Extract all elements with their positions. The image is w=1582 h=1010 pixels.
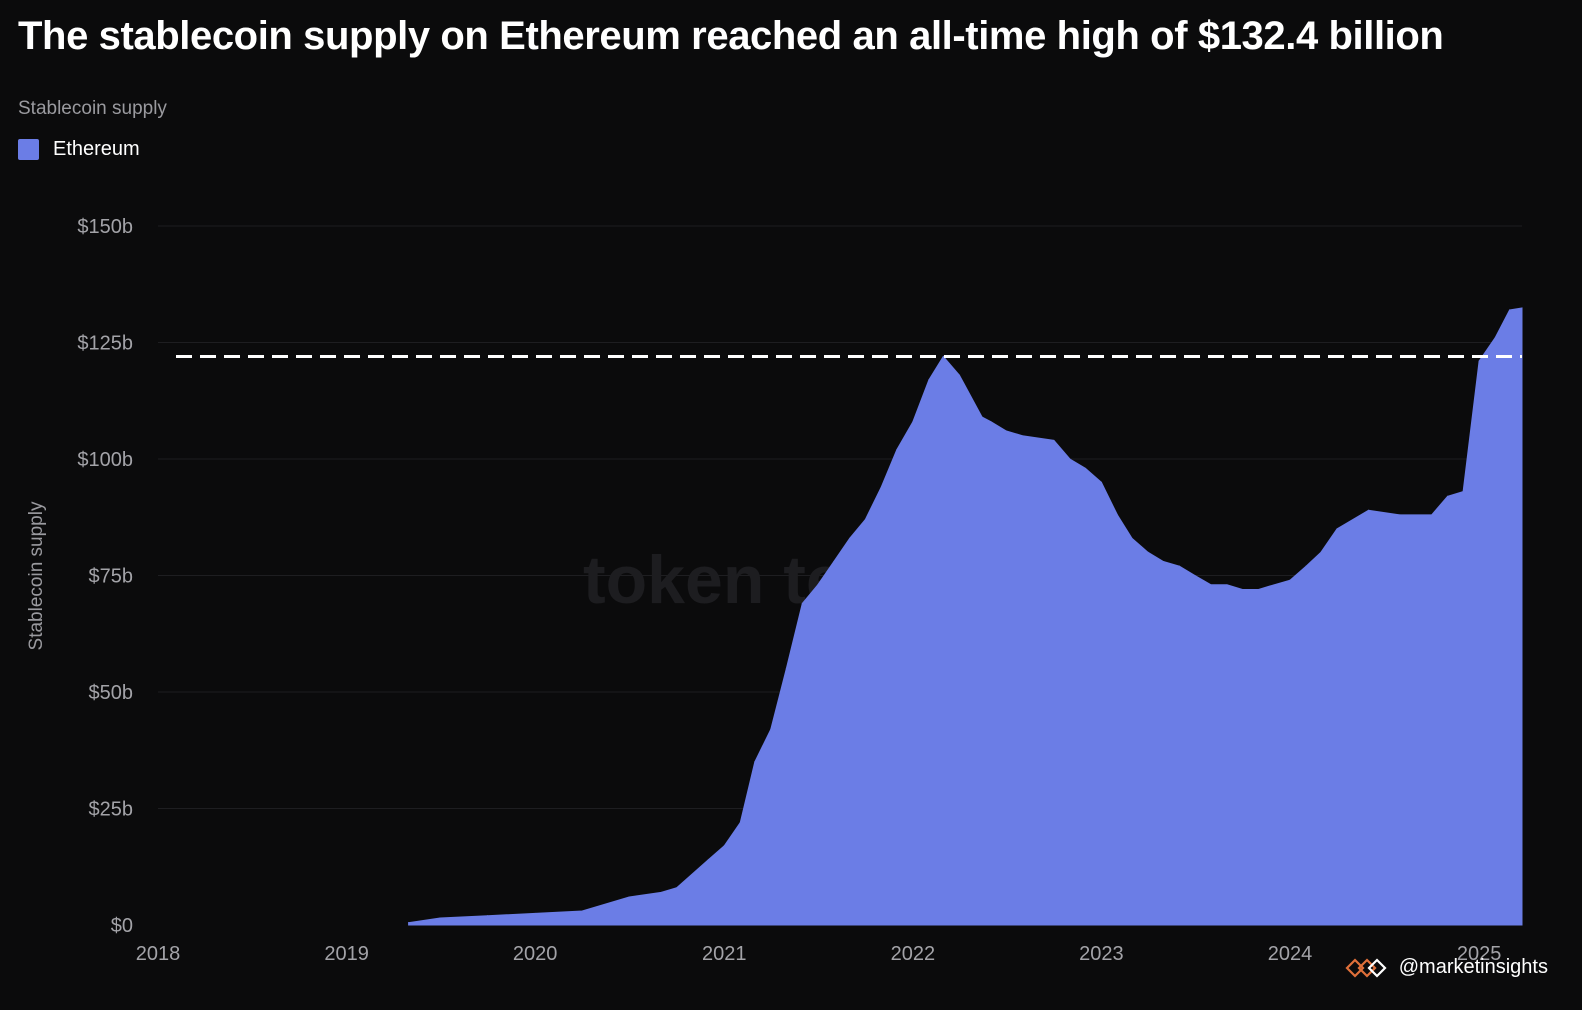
y-tick-label: $125b (77, 333, 133, 355)
data-point (1131, 537, 1133, 539)
data-point (707, 859, 709, 861)
data-point (1210, 584, 1212, 586)
data-point (1116, 514, 1118, 516)
data-point (1258, 588, 1259, 590)
author-handle: @marketinsights (1343, 954, 1548, 980)
data-point (849, 537, 851, 539)
data-point (1194, 575, 1196, 576)
data-point (660, 891, 662, 893)
handle-text: @marketinsights (1398, 955, 1548, 978)
data-point (754, 761, 756, 763)
data-point (1226, 584, 1228, 586)
data-point (1241, 588, 1243, 590)
data-point (958, 374, 960, 376)
data-point (1521, 307, 1523, 309)
data-point (981, 416, 983, 418)
y-tick-label: $100b (77, 449, 133, 471)
data-point (1431, 514, 1433, 516)
data-point (1509, 309, 1511, 311)
data-point (942, 355, 944, 357)
data-point (817, 584, 819, 586)
y-tick-label: $150b (77, 216, 133, 238)
data-point (1336, 528, 1338, 530)
series-area (408, 307, 1523, 926)
x-tick-label: 2025 (1457, 943, 1502, 965)
x-tick-labels: 2018 2019 2020 2021 2022 2023 2024 2025 (136, 943, 1502, 965)
data-point (1399, 514, 1401, 516)
data-point (1273, 584, 1275, 586)
data-point (1147, 551, 1149, 553)
legend-label-ethereum: Ethereum (53, 138, 140, 160)
data-point (864, 519, 866, 521)
y-tick-label: $50b (89, 682, 134, 704)
data-point (581, 910, 583, 912)
data-point (912, 421, 914, 423)
data-point (1162, 561, 1164, 563)
x-tick-label: 2021 (702, 943, 747, 965)
diamond-logo-icon (1345, 958, 1387, 978)
legend: Ethereum (18, 138, 140, 161)
data-point (739, 821, 741, 823)
data-point (1447, 495, 1449, 497)
x-tick-label: 2018 (136, 943, 181, 965)
data-point (833, 561, 835, 563)
data-point (1305, 565, 1307, 567)
data-point (1021, 435, 1023, 437)
legend-swatch-ethereum (18, 139, 39, 160)
data-point (1084, 467, 1086, 469)
data-point (628, 896, 630, 898)
data-point (928, 379, 930, 381)
data-point (1005, 430, 1007, 432)
y-tick-label: $25b (89, 799, 134, 821)
data-point (1289, 579, 1291, 581)
y-tick-label: $75b (89, 566, 134, 588)
data-point (1178, 565, 1180, 567)
data-point (723, 845, 725, 847)
data-point (1368, 509, 1370, 511)
x-tick-label: 2019 (324, 943, 369, 965)
data-point (1053, 439, 1055, 441)
chart-subtitle: Stablecoin supply (18, 98, 167, 119)
data-point (408, 922, 410, 924)
data-point (770, 728, 772, 730)
data-point (1478, 360, 1480, 362)
data-point (1100, 481, 1102, 483)
x-tick-label: 2022 (891, 943, 936, 965)
data-point (534, 912, 536, 914)
data-point (439, 917, 441, 919)
x-tick-label: 2020 (513, 943, 558, 965)
data-point (990, 421, 992, 423)
data-point (880, 486, 882, 488)
data-point (1462, 491, 1464, 493)
y-tick-label: $0 (111, 915, 133, 937)
series-area-ethereum (408, 307, 1523, 926)
data-point (801, 602, 803, 604)
chart-title: The stablecoin supply on Ethereum reache… (18, 14, 1444, 58)
data-point (896, 449, 898, 451)
x-tick-label: 2024 (1268, 943, 1313, 965)
data-point (1320, 551, 1322, 553)
data-point (676, 887, 678, 889)
y-tick-labels: $0 $25b $50b $75b $100b $125b $150b (77, 216, 133, 937)
data-point (1069, 458, 1071, 460)
data-point (785, 668, 787, 670)
x-tick-label: 2023 (1079, 943, 1124, 965)
y-axis-title: Stablecoin supply (26, 501, 47, 650)
data-point (1494, 337, 1496, 339)
data-point (487, 915, 489, 917)
